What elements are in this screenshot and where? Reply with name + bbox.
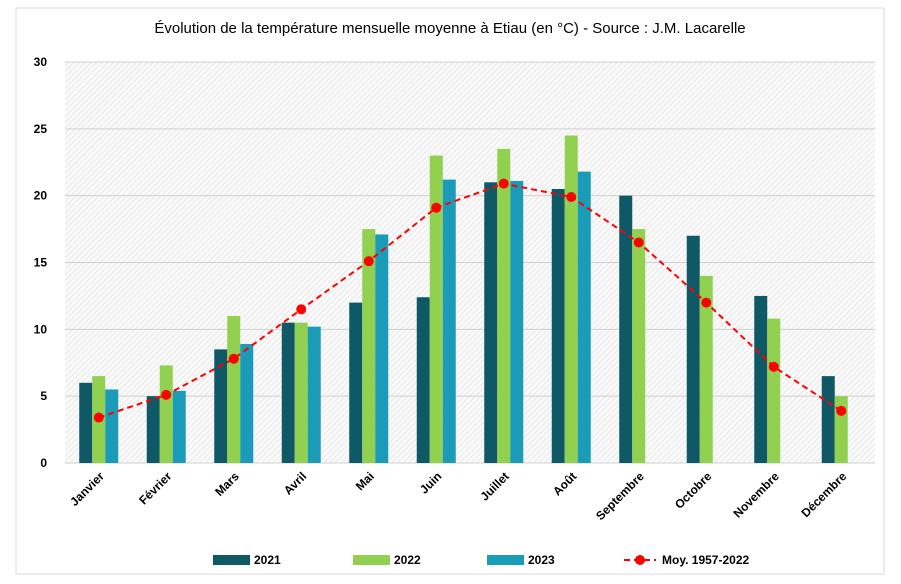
bar (754, 295, 768, 463)
line-marker (431, 202, 442, 213)
y-tick-label: 10 (34, 322, 48, 336)
y-tick-label: 5 (40, 389, 47, 403)
bar (105, 389, 119, 463)
bar (686, 235, 700, 463)
legend-label: Moy. 1957-2022 (662, 553, 749, 567)
bar (146, 396, 160, 463)
bar (307, 326, 321, 463)
line-marker (93, 412, 104, 423)
line-marker (363, 256, 374, 267)
bar (240, 344, 254, 463)
bar (159, 365, 173, 463)
bar (767, 318, 781, 463)
legend-swatch (353, 555, 390, 565)
y-tick-label: 0 (40, 456, 47, 470)
bar (227, 315, 241, 463)
line-marker (633, 237, 644, 248)
chart-title: Évolution de la température mensuelle mo… (154, 20, 745, 37)
legend-swatch (487, 555, 524, 565)
bar (510, 180, 524, 464)
y-tick-label: 30 (34, 55, 48, 69)
bar (497, 148, 511, 463)
line-marker (296, 304, 307, 315)
bar (564, 135, 578, 463)
bar (577, 171, 591, 463)
line-marker (836, 405, 847, 416)
bar (281, 322, 295, 463)
line-marker (768, 361, 779, 372)
bar (416, 297, 430, 463)
line-marker (498, 178, 509, 189)
legend-label: 2022 (394, 553, 421, 567)
bar (429, 155, 443, 464)
legend-label: 2023 (528, 553, 555, 567)
legend-marker (635, 555, 645, 565)
y-tick-label: 15 (34, 256, 48, 270)
line-marker (228, 353, 239, 364)
legend-label: 2021 (254, 553, 281, 567)
bar (214, 349, 228, 463)
bar (294, 322, 308, 463)
bar (632, 229, 646, 463)
bar (551, 188, 565, 463)
bar (349, 302, 363, 463)
bar (79, 382, 93, 463)
line-marker (701, 297, 712, 308)
line-marker (566, 192, 577, 203)
bar (821, 376, 835, 463)
bar (375, 234, 389, 463)
bar (484, 182, 498, 464)
bar (362, 229, 376, 463)
bar (442, 179, 456, 464)
bar (619, 195, 633, 463)
y-tick-label: 20 (34, 189, 48, 203)
line (98, 182, 842, 419)
bar (699, 275, 713, 463)
bar (172, 390, 186, 463)
line-marker (161, 389, 172, 400)
y-tick-label: 25 (34, 122, 48, 136)
legend-swatch (213, 555, 250, 565)
